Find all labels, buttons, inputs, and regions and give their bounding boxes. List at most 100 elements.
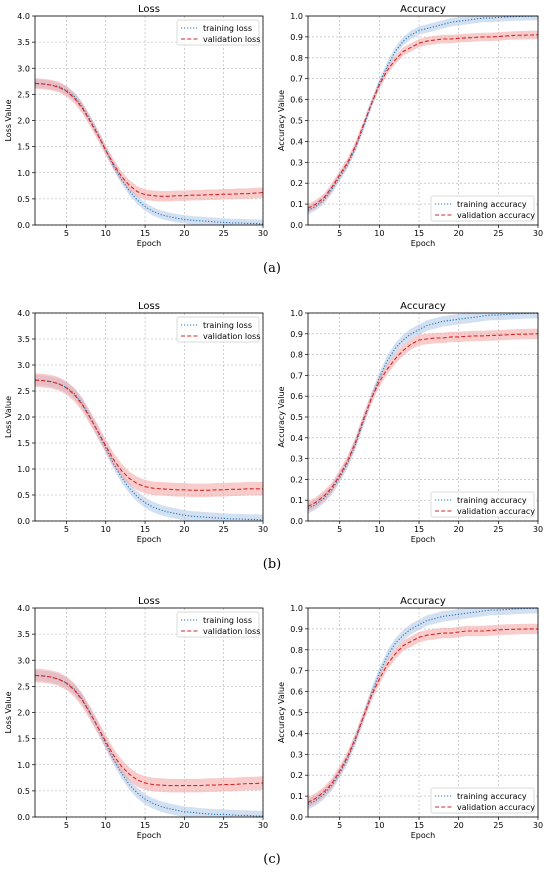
y-tick-label: 0.6: [290, 688, 303, 697]
x-tick-label: 15: [414, 525, 424, 534]
confidence-band-training: [35, 79, 263, 225]
x-tick-label: 10: [101, 229, 111, 238]
x-axis-label: Epoch: [137, 239, 162, 248]
legend-label-validation: validation loss: [203, 627, 260, 636]
legend-label-training: training accuracy: [457, 496, 527, 505]
x-tick-label: 20: [179, 525, 189, 534]
confidence-band-validation: [35, 373, 263, 498]
series-line-validation: [307, 628, 538, 803]
y-tick-label: 3.5: [17, 630, 30, 639]
legend: training accuracy validation accuracy: [430, 195, 535, 222]
x-tick-label: 5: [64, 525, 69, 534]
x-tick-label: 30: [258, 525, 268, 534]
series-line-training: [307, 607, 539, 805]
y-tick-label: 0.2: [290, 771, 303, 780]
y-axis-label: Accuracy Value: [277, 90, 286, 151]
y-tick-label: 0.2: [290, 475, 303, 484]
y-tick-label: 1.0: [290, 12, 303, 21]
y-tick-label: 0.4: [290, 137, 303, 146]
y-tick-label: 0.8: [290, 54, 303, 63]
y-tick-label: 1.5: [17, 439, 30, 448]
x-tick-label: 20: [454, 229, 464, 238]
y-tick-label: 3.0: [17, 64, 30, 73]
series-line-training: [34, 379, 264, 521]
x-tick-label: 30: [533, 229, 543, 238]
y-tick-label: 0.7: [290, 75, 303, 84]
chart-title: Loss: [138, 596, 160, 607]
x-tick-label: 25: [493, 821, 503, 830]
x-tick-label: 20: [454, 821, 464, 830]
x-tick-label: 25: [219, 525, 229, 534]
chart-c-accuracy: 5 10 15 20 25 30 0.0 0.1 0.2 0.3 0.4 0.5 0.6 0.7 0.8 0.…: [277, 596, 543, 840]
chart-b-loss: 5 10 15 20 25 30 0.0 0.5 1.0 1.5 2.0 2.5 3.0 3.5 4.0 Lo…: [4, 301, 268, 544]
chart-title: Loss: [138, 4, 160, 15]
x-tick-label: 15: [414, 229, 424, 238]
y-tick-label: 0.2: [290, 179, 303, 188]
y-tick-label: 0.0: [290, 221, 303, 230]
y-tick-label: 3.5: [17, 335, 30, 344]
legend: training loss validation loss: [176, 19, 260, 46]
x-tick-label: 25: [493, 229, 503, 238]
x-tick-label: 15: [140, 229, 150, 238]
x-tick-label: 30: [533, 525, 543, 534]
x-tick-label: 10: [374, 229, 384, 238]
y-tick-label: 1.0: [290, 604, 303, 613]
x-axis-label: Epoch: [411, 535, 436, 544]
y-tick-label: 0.5: [17, 787, 30, 796]
y-tick-label: 0.1: [290, 200, 303, 209]
y-tick-label: 3.0: [17, 361, 30, 370]
x-tick-label: 10: [374, 525, 384, 534]
y-tick-label: 0.6: [290, 96, 303, 105]
x-tick-label: 10: [101, 525, 111, 534]
confidence-band-validation: [308, 623, 538, 808]
y-tick-label: 0.5: [17, 491, 30, 500]
y-tick-label: 0.4: [290, 729, 303, 738]
panel-label-a: (a): [263, 261, 281, 276]
y-tick-label: 0.7: [290, 371, 303, 380]
y-tick-label: 0.8: [290, 351, 303, 360]
y-axis-label: Loss Value: [4, 396, 13, 438]
x-axis-label: Epoch: [411, 831, 436, 840]
x-tick-label: 30: [533, 821, 543, 830]
y-tick-label: 1.0: [17, 169, 30, 178]
legend-box: [430, 491, 535, 518]
series-line-training: [34, 674, 263, 817]
plot-frame: [307, 15, 539, 226]
legend: training accuracy validation accuracy: [430, 787, 535, 814]
confidence-band-validation: [308, 30, 538, 213]
y-tick-label: 0.7: [290, 667, 303, 676]
legend-box: [430, 787, 535, 814]
x-tick-label: 5: [337, 525, 342, 534]
y-tick-label: 4.0: [17, 12, 30, 21]
y-tick-label: 0.4: [290, 434, 303, 443]
chart-title: Loss: [138, 301, 160, 312]
x-tick-label: 30: [258, 229, 268, 238]
x-tick-label: 20: [179, 229, 189, 238]
y-tick-label: 0.0: [17, 813, 30, 822]
y-tick-label: 3.0: [17, 656, 30, 665]
confidence-band-training: [308, 16, 538, 215]
x-tick-label: 25: [219, 821, 229, 830]
x-tick-label: 5: [337, 821, 342, 830]
y-tick-label: 0.0: [290, 517, 303, 526]
x-tick-label: 10: [101, 821, 111, 830]
y-tick-label: 0.1: [290, 792, 303, 801]
y-tick-label: 0.9: [290, 330, 303, 339]
x-tick-label: 20: [179, 821, 189, 830]
y-tick-label: 3.5: [17, 38, 30, 47]
legend: training loss validation loss: [176, 611, 260, 638]
x-tick-label: 30: [258, 821, 268, 830]
y-tick-label: 2.5: [17, 387, 30, 396]
y-tick-label: 0.9: [290, 33, 303, 42]
legend-label-training: training loss: [203, 24, 252, 33]
legend-label-training: training loss: [203, 616, 252, 625]
y-tick-label: 2.0: [17, 117, 30, 126]
chart-a-loss: 5 10 15 20 25 30 0.0 0.5 1.0 1.5 2.0 2.5 3.0 3.5 4.0 Lo…: [4, 4, 268, 248]
y-tick-label: 0.5: [290, 709, 303, 718]
y-tick-label: 0.1: [290, 496, 303, 505]
confidence-band-validation: [35, 78, 263, 202]
legend-label-training: training accuracy: [457, 200, 527, 209]
series-line-validation: [307, 34, 539, 209]
legend: training accuracy validation accuracy: [430, 491, 535, 518]
